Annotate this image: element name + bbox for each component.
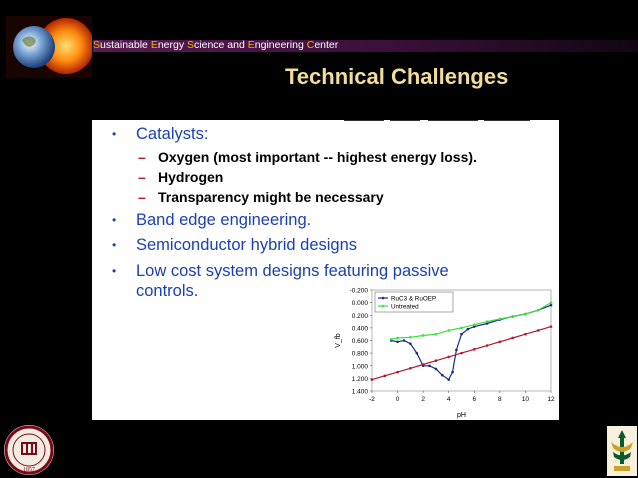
series-point-2 — [383, 374, 387, 378]
series-point-1 — [434, 332, 438, 336]
series-point-1 — [472, 323, 476, 327]
series-point-0 — [415, 351, 419, 355]
legend-box — [374, 291, 454, 313]
y-tick-label: 0.000 — [352, 300, 369, 307]
y-tick-label: 0.200 — [352, 313, 369, 320]
series-point-0 — [549, 303, 553, 307]
series-point-0 — [396, 340, 399, 344]
series-point-1 — [485, 320, 489, 323]
fsu-seal-year: 1857 — [23, 467, 35, 473]
header-bar — [93, 40, 638, 52]
series-point-1 — [421, 334, 425, 337]
series-point-0 — [460, 332, 463, 336]
y-tick-label: 0.600 — [352, 338, 369, 345]
legend-label: RuC3 & RuOEP — [391, 295, 436, 302]
series-point-0 — [451, 370, 454, 374]
legend-marker — [381, 296, 385, 300]
x-tick-label: 12 — [547, 396, 555, 403]
x-tick-label: 0 — [396, 396, 400, 403]
x-tick-label: 6 — [472, 396, 476, 403]
series-point-2 — [524, 332, 527, 336]
series-point-0 — [441, 373, 444, 377]
slide-title: Technical Challenges — [285, 64, 509, 89]
x-tick-label: 8 — [498, 396, 502, 403]
series-point-2 — [434, 359, 438, 362]
series-point-2 — [370, 378, 374, 381]
series-point-0 — [409, 342, 412, 345]
series-point-0 — [428, 364, 431, 368]
series-point-2 — [472, 348, 476, 351]
series-point-2 — [447, 355, 451, 359]
legend-marker — [381, 304, 385, 308]
y-tick-label: 1.000 — [352, 363, 369, 370]
flatband-potential-chart: -0.200 0.000 0.200 0.400 0.600 0.800 1.000 1.20… — [335, 288, 555, 420]
series-point-2 — [460, 351, 463, 355]
x-tick-label: -2 — [369, 396, 375, 403]
series-point-1 — [389, 337, 393, 341]
y-tick-label: 1.200 — [352, 376, 369, 383]
series-point-2 — [485, 344, 489, 347]
series-point-1 — [536, 308, 540, 312]
y-tick-label: 0.800 — [352, 351, 369, 358]
usf-logo-icon — [607, 426, 637, 476]
series-point-1 — [396, 336, 399, 340]
series-point-2 — [536, 329, 540, 332]
content-panel: • Catalysts: – Oxygen (most important -- h… — [92, 120, 559, 420]
x-tick-label: 10 — [522, 396, 530, 403]
series-point-1 — [447, 329, 451, 332]
x-tick-label: 2 — [421, 396, 425, 403]
y-axis-label: V_fb — [335, 333, 342, 348]
series-point-0 — [447, 378, 451, 381]
y-tick-label: 0.400 — [352, 325, 369, 332]
series-point-1 — [524, 312, 527, 316]
series-point-2 — [498, 340, 502, 344]
series-point-2 — [549, 325, 553, 328]
series-line-1 — [391, 302, 552, 340]
series-point-0 — [472, 325, 476, 328]
earth-sun-icon — [6, 16, 92, 78]
series-point-1 — [409, 336, 412, 339]
x-tick-label: 4 — [447, 396, 451, 403]
legend-label: Untreated — [391, 303, 419, 310]
series-point-2 — [396, 370, 399, 374]
y-tick-label: 1.400 — [352, 389, 369, 396]
series-point-0 — [402, 339, 406, 342]
y-tick-label: -0.200 — [350, 288, 369, 295]
fsu-seal-icon: 1857 — [4, 425, 54, 475]
series-point-2 — [421, 363, 425, 366]
series-point-1 — [511, 315, 514, 318]
center-name: Sustainable Energy Science and Engineeri… — [93, 39, 339, 51]
series-point-0 — [466, 327, 470, 331]
series-point-2 — [511, 336, 514, 340]
cropped-text-fragment — [344, 120, 530, 121]
series-point-0 — [455, 348, 458, 352]
series-point-1 — [460, 326, 463, 330]
series-point-0 — [434, 367, 438, 371]
series-point-1 — [549, 301, 553, 304]
x-axis-label: pH — [457, 412, 466, 419]
series-point-2 — [409, 366, 412, 370]
series-point-0 — [485, 322, 489, 325]
series-point-1 — [498, 317, 502, 321]
